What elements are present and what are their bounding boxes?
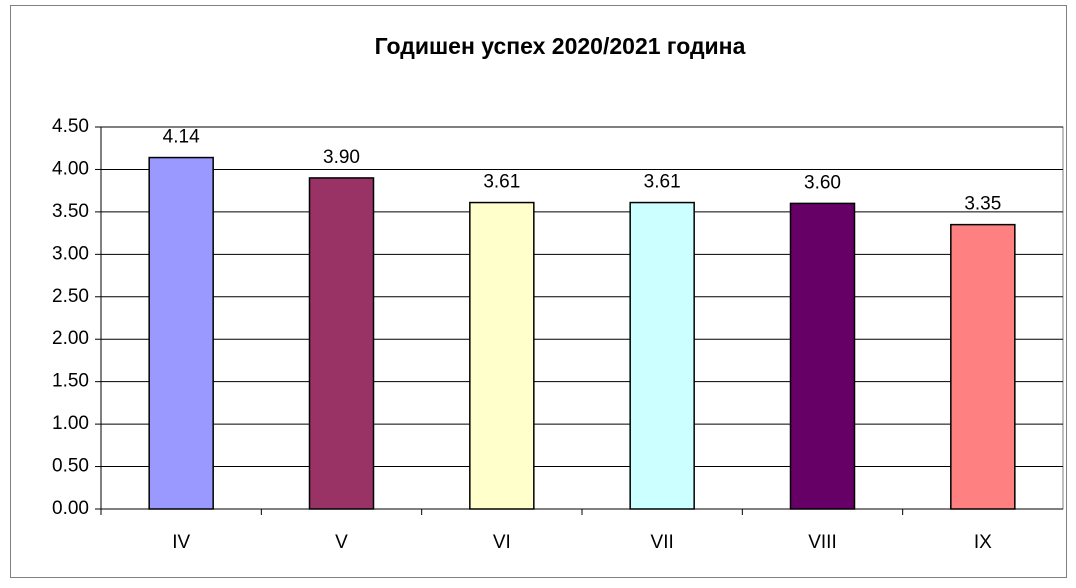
plot-area bbox=[100, 126, 1064, 510]
x-tick-label: VI bbox=[493, 532, 511, 553]
value-label: 3.61 bbox=[644, 172, 681, 193]
x-tick-label: V bbox=[335, 532, 348, 553]
x-tick-label: IX bbox=[974, 532, 992, 553]
chart-title: Годишен успех 2020/2021 година bbox=[375, 33, 746, 59]
y-tick-label: 2.50 bbox=[52, 286, 89, 307]
bar bbox=[950, 223, 1016, 510]
value-label: 3.35 bbox=[964, 194, 1001, 215]
y-tick-label: 1.50 bbox=[52, 371, 89, 392]
value-label: 4.14 bbox=[163, 127, 200, 148]
bar bbox=[469, 201, 535, 510]
y-tick-label: 3.00 bbox=[52, 243, 89, 264]
x-tick-label: VII bbox=[651, 532, 674, 553]
value-label: 3.90 bbox=[323, 147, 360, 168]
y-tick-label: 3.50 bbox=[52, 201, 89, 222]
y-tick-label: 2.00 bbox=[52, 328, 89, 349]
x-tick-label: VIII bbox=[808, 532, 837, 553]
y-tick-label: 0.50 bbox=[52, 456, 89, 477]
value-label: 3.60 bbox=[804, 172, 841, 193]
y-tick-label: 1.00 bbox=[52, 413, 89, 434]
bar bbox=[148, 156, 214, 510]
y-tick-label: 4.00 bbox=[52, 158, 89, 179]
bar bbox=[629, 201, 695, 510]
y-tick-label: 4.50 bbox=[52, 116, 89, 137]
x-tick-label: IV bbox=[172, 532, 190, 553]
y-tick-label: 0.00 bbox=[52, 498, 89, 519]
value-label: 3.61 bbox=[483, 172, 520, 193]
bar bbox=[789, 202, 856, 510]
bar bbox=[308, 177, 375, 510]
